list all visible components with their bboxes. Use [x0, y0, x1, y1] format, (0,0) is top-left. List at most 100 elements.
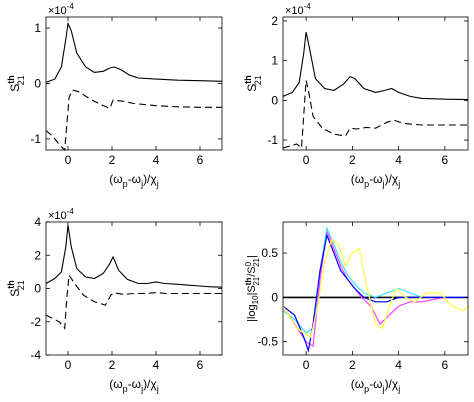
series-line-4: [282, 233, 468, 353]
y-tick-label: -0.5: [257, 335, 278, 349]
series-line-5: [282, 238, 469, 339]
y-tick-label: 2: [34, 248, 41, 262]
y-multiplier-label: ×10-4: [48, 207, 74, 222]
y-tick-label: 0.5: [261, 246, 278, 260]
x-tick-label: 0: [303, 153, 310, 167]
series-line-2: [282, 80, 468, 150]
x-tick-label: 6: [442, 153, 449, 167]
x-axis-label-part: -ω: [128, 172, 141, 186]
y-multiplier-exponent: -4: [67, 2, 75, 11]
y-axis-label: Sth21: [243, 75, 263, 92]
axes-frame: [45, 221, 223, 356]
y-axis-label-superscript: 0: [244, 261, 253, 266]
x-tick-label: 2: [349, 153, 356, 167]
series-line-1: [282, 31, 469, 101]
y-multiplier-exponent: -4: [304, 2, 312, 11]
y-axis-label: |log10|Sth21/S021|: [244, 255, 261, 322]
y-axis-label: Sth21: [6, 75, 26, 92]
y-axis-label-part: /S: [246, 266, 258, 276]
x-axis-label-subscript: j: [140, 179, 143, 189]
y-tick-label: 0: [271, 93, 278, 107]
x-axis-label-part: (ω: [109, 172, 122, 186]
series-line-1: [45, 21, 223, 83]
y-multiplier-base: ×10: [48, 5, 67, 17]
series-line-1: [45, 225, 223, 288]
y-tick-label: -2: [30, 315, 41, 329]
chart-panel-bottom-right: 0 2 4 6-0.500.5(ωp-ωj)/χj|log10|Sth21/S021|: [244, 221, 469, 394]
x-tick-label: 4: [395, 358, 402, 372]
y-multiplier-exponent: -4: [67, 207, 75, 216]
x-axis-label-part: -ω: [369, 377, 382, 391]
x-axis-label-subscript: j: [382, 179, 385, 189]
y-axis-label-part: |log: [246, 304, 258, 322]
x-tick-label: 0: [303, 358, 310, 372]
x-axis-label-part: )/χ: [385, 377, 399, 391]
series-line-3: [282, 226, 468, 334]
x-tick-label: 6: [197, 153, 204, 167]
x-axis-label-subscript: j: [397, 384, 400, 394]
y-axis-label-subscript: 21: [16, 75, 26, 85]
x-axis-label-part: -ω: [369, 172, 382, 186]
series-line-2: [282, 228, 468, 348]
x-axis-label: (ωp-ωj)/χj: [351, 377, 400, 394]
x-tick-label: 4: [153, 153, 160, 167]
x-axis-label-subscript: j: [156, 179, 159, 189]
y-axis-label-part: |S: [246, 285, 258, 295]
x-axis-label-part: (ω: [109, 377, 122, 391]
x-tick-label: 2: [109, 153, 116, 167]
y-tick-label: 1: [271, 54, 278, 68]
x-axis-label-part: -ω: [128, 377, 141, 391]
x-axis-label: (ωp-ωj)/χj: [351, 172, 400, 189]
x-axis-label-subscript: p: [364, 179, 369, 189]
y-axis-label-superscript: th: [244, 278, 253, 286]
axes-frame: [282, 16, 469, 151]
x-tick-label: 0: [65, 358, 72, 372]
y-tick-label: 4: [34, 215, 41, 229]
x-tick-label: 6: [197, 358, 204, 372]
y-tick-label: 2: [271, 14, 278, 28]
x-tick-label: 4: [395, 153, 402, 167]
y-axis-label-subscript: 21: [16, 280, 26, 290]
y-multiplier-base: ×10: [48, 210, 67, 222]
y-axis-label-subscript: 10: [251, 295, 260, 304]
x-tick-label: 4: [153, 358, 160, 372]
y-axis-label-part: S: [8, 289, 22, 297]
series-line-2: [45, 89, 222, 152]
x-axis-label: (ωp-ωj)/χj: [109, 172, 158, 189]
y-tick-label: -1: [30, 132, 41, 146]
y-multiplier-label: ×10-4: [285, 2, 311, 17]
y-axis-label-superscript: th: [6, 75, 16, 84]
y-tick-label: 0: [34, 77, 41, 91]
y-axis-label-part: S: [8, 84, 22, 92]
x-axis-label-subscript: p: [123, 384, 128, 394]
x-tick-label: 2: [349, 358, 356, 372]
x-tick-label: 0: [65, 153, 72, 167]
y-axis-label-subscript: 21: [252, 276, 261, 285]
x-axis-label-part: (ω: [351, 172, 364, 186]
y-axis-label: Sth21: [6, 280, 26, 297]
series-line-2: [45, 273, 222, 330]
x-axis-label-subscript: p: [123, 179, 128, 189]
y-axis-label-superscript: th: [6, 280, 16, 289]
y-tick-label: -4: [30, 348, 41, 362]
y-axis-label-part: S: [245, 84, 259, 92]
x-axis-label-subscript: j: [397, 179, 400, 189]
y-tick-label: -1: [267, 133, 278, 147]
y-tick-label: 0: [271, 290, 278, 304]
y-tick-label: 1: [34, 21, 41, 35]
x-axis-label-part: )/χ: [143, 172, 157, 186]
x-tick-label: 2: [109, 358, 116, 372]
x-axis-label: (ωp-ωj)/χj: [109, 377, 158, 394]
x-axis-label-part: )/χ: [385, 172, 399, 186]
y-multiplier-label: ×10-4: [48, 2, 74, 17]
y-axis-label-subscript: 21: [252, 257, 261, 266]
y-tick-label: 0: [34, 282, 41, 296]
y-multiplier-base: ×10: [285, 5, 304, 17]
x-tick-label: 6: [442, 358, 449, 372]
x-axis-label-subscript: j: [156, 384, 159, 394]
x-axis-label-part: (ω: [351, 377, 364, 391]
x-axis-label-subscript: j: [140, 384, 143, 394]
